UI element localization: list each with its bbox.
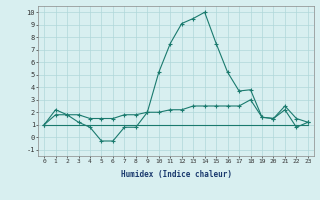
X-axis label: Humidex (Indice chaleur): Humidex (Indice chaleur) [121,170,231,179]
